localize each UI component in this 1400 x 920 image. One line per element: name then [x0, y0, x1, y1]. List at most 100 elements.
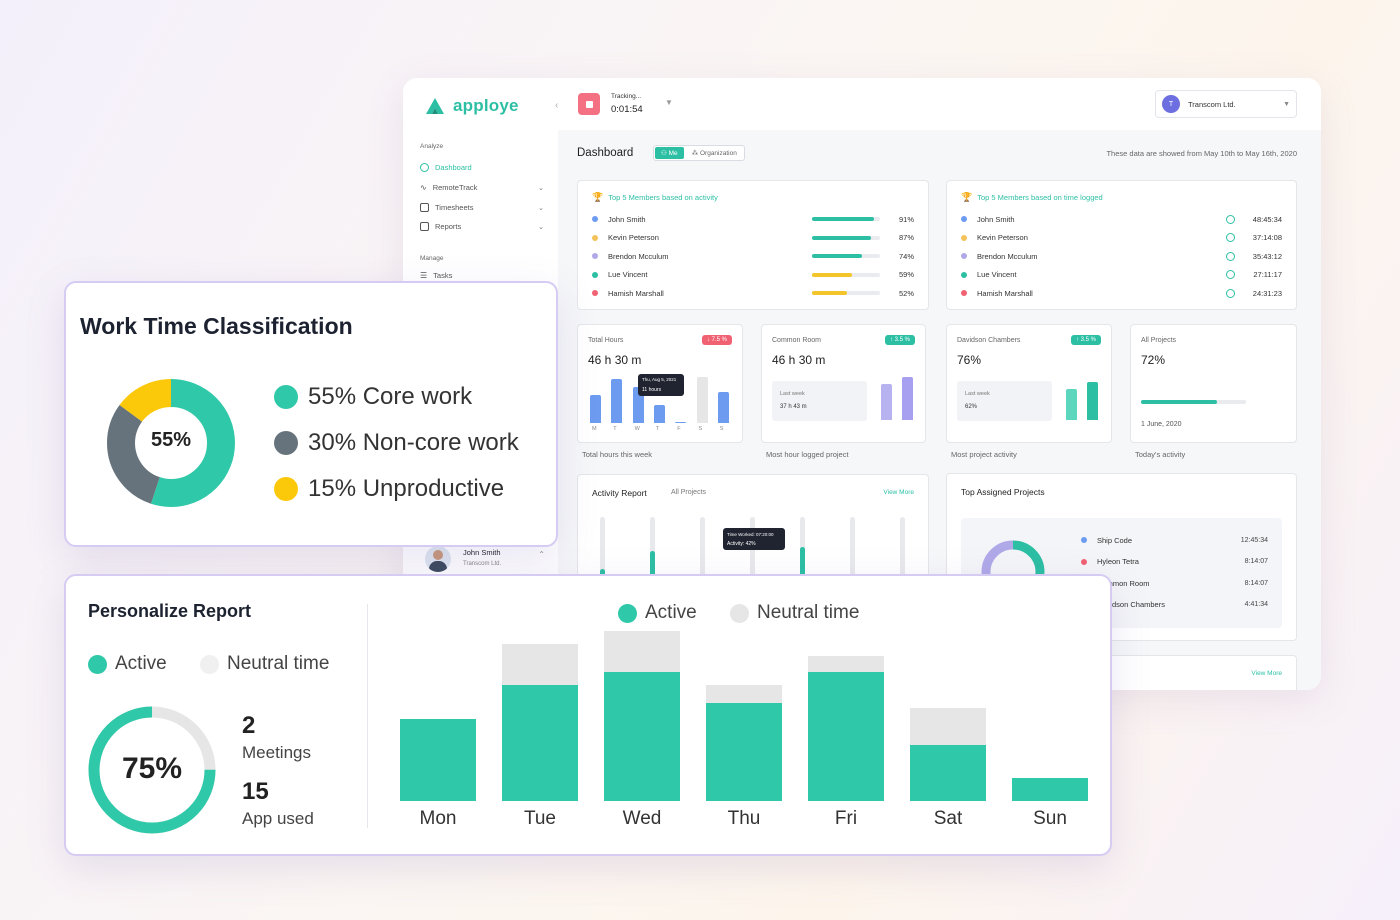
activity-track	[600, 517, 605, 593]
chevron-down-icon: ⌄	[538, 184, 544, 192]
projects-panel: Ship Code 12:45:34 Hyleon Tetra 8:14:07 Comm…	[961, 518, 1282, 628]
day-label: S	[719, 426, 724, 432]
legend-unproductive: 15% Unproductive	[274, 475, 504, 503]
dashboard-icon	[420, 163, 429, 172]
legend-dot	[88, 654, 107, 674]
activity-bar	[812, 254, 880, 258]
time-logged: 27:11:17	[1253, 270, 1282, 279]
sidebar-user[interactable]: John Smith Transcom Ltd. ⌃	[425, 544, 545, 574]
progress-date: 1 June, 2020	[1141, 421, 1182, 428]
member-dot	[961, 216, 967, 222]
clock-icon	[1226, 233, 1235, 242]
user-name: John Smith	[463, 548, 501, 557]
bar-active-mon	[400, 719, 476, 801]
toggle-organization[interactable]: ⁂ Organization	[691, 150, 737, 157]
bar-neutral-fri	[808, 655, 884, 672]
member-name: John Smith	[977, 214, 1015, 224]
project-name: Common Room	[1097, 578, 1150, 588]
mini-chart-bar	[590, 395, 601, 423]
chevron-up-icon: ⌃	[538, 550, 545, 559]
x-tick-label: Thu	[727, 808, 761, 829]
top-assigned-projects-card: Top Assigned Projects Ship Code 12:45:34 H…	[946, 473, 1297, 641]
view-more-link[interactable]: View More	[883, 489, 914, 496]
time-logged: 37:14:08	[1252, 233, 1282, 242]
apps-count: 15	[242, 778, 269, 805]
chart-legend-active: Active	[618, 602, 697, 624]
day-label: F	[677, 426, 681, 432]
sidebar-item-dashboard[interactable]: Dashboard	[420, 163, 544, 172]
compare-bar-this	[1087, 382, 1098, 420]
chart-tooltip: Time Worked: 07:20:00 Activity: 42%	[723, 528, 785, 550]
chevron-down-icon: ⌄	[538, 204, 544, 212]
meetings-count: 2	[242, 712, 256, 739]
activity-bar	[812, 217, 880, 221]
member-row: Hamish Marshall 24:31:23	[961, 287, 1282, 299]
section-divider	[367, 604, 368, 828]
bar-active-thu	[706, 702, 782, 801]
member-name: Lue Vincent	[608, 270, 648, 279]
nav-section-manage: Manage	[420, 255, 444, 262]
sidebar-item-tasks[interactable]: ☰ Tasks	[420, 271, 544, 280]
day-label: S	[698, 426, 703, 432]
member-row: Lue Vincent 27:11:17	[961, 269, 1282, 281]
activity-percent: 52%	[898, 288, 914, 298]
bar-neutral-tue	[502, 644, 578, 685]
brand-name: apploye	[453, 96, 519, 115]
sidebar-item-remotetrack[interactable]: ∿ RemoteTrack ⌄	[420, 183, 544, 192]
donut-center-value: 55%	[150, 429, 192, 451]
brand-logo[interactable]: apploye	[425, 96, 519, 116]
project-filter[interactable]: All Projects	[671, 489, 707, 496]
stop-tracking-button[interactable]	[578, 93, 600, 115]
project-name: Davidson Chambers	[1097, 600, 1165, 609]
activity-track	[700, 517, 705, 593]
activity-percent: 74%	[898, 251, 914, 261]
time-logged: 24:31:23	[1252, 288, 1282, 298]
card-title: Work Time Classification	[80, 313, 353, 339]
company-selector[interactable]: T Transcom Ltd. ▼	[1155, 90, 1297, 118]
legend-dot	[200, 654, 219, 674]
trophy-icon: 🏆	[592, 192, 604, 202]
x-tick-label: Sun	[1033, 808, 1067, 829]
view-more-link[interactable]: View More	[1251, 670, 1282, 677]
sidebar-item-label: Reports	[435, 222, 462, 231]
stat-caption: Today's activity	[1135, 450, 1186, 459]
x-tick-label: Tue	[523, 808, 557, 829]
x-tick-label: Fri	[834, 808, 858, 829]
stat-card-davidson-chambers: Davidson Chambers 76% ↑ 3.5 % Last week …	[946, 324, 1112, 443]
timesheet-icon	[420, 203, 429, 212]
report-icon	[420, 222, 429, 231]
tracking-dropdown-icon[interactable]: ▼	[665, 98, 673, 107]
active-ratio-ring	[88, 706, 216, 834]
legend-dot	[274, 431, 298, 455]
apps-label: App used	[242, 809, 314, 828]
legend-dot	[730, 603, 749, 623]
user-icon: ⚇	[661, 150, 669, 157]
page-title: Dashboard	[577, 147, 634, 159]
tracking-timer: 0:01:54	[611, 104, 643, 115]
mini-chart-bar	[632, 387, 644, 423]
activity-progress	[1141, 400, 1246, 404]
sidebar-item-timesheets[interactable]: Timesheets ⌄	[420, 203, 544, 212]
project-row: Hyleon Tetra 8:14:07	[1081, 557, 1268, 567]
member-name: Hamish Marshall	[977, 288, 1033, 298]
chart-tooltip: Thu, Aug 5, 2021 11 hours	[638, 374, 684, 396]
legend-core-work: 55% Core work	[274, 383, 472, 411]
member-dot	[592, 216, 598, 222]
member-row: Kevin Peterson 37:14:08	[961, 232, 1282, 244]
activity-icon: ∿	[420, 183, 427, 192]
stat-label: Common Room	[772, 337, 822, 344]
toggle-me[interactable]: ⚇ Me	[655, 147, 684, 159]
work-time-donut	[107, 379, 235, 507]
project-time: 8:14:07	[1244, 558, 1268, 565]
sidebar-item-reports[interactable]: Reports ⌄	[420, 222, 544, 231]
personalize-report-card: Personalize Report Active Neutral time 7…	[64, 574, 1112, 856]
time-logged: 48:45:34	[1252, 214, 1282, 224]
legend-dot	[274, 385, 298, 409]
trend-badge: ↓ 7.5 %	[701, 335, 732, 345]
bar-active-fri	[808, 671, 884, 801]
time-logged: 35:43:12	[1252, 251, 1282, 261]
project-name: Hyleon Tetra	[1097, 557, 1139, 566]
bar-neutral-thu	[706, 684, 782, 703]
collapse-sidebar-icon[interactable]: ‹	[555, 100, 559, 111]
stat-caption: Most hour logged project	[766, 450, 849, 459]
